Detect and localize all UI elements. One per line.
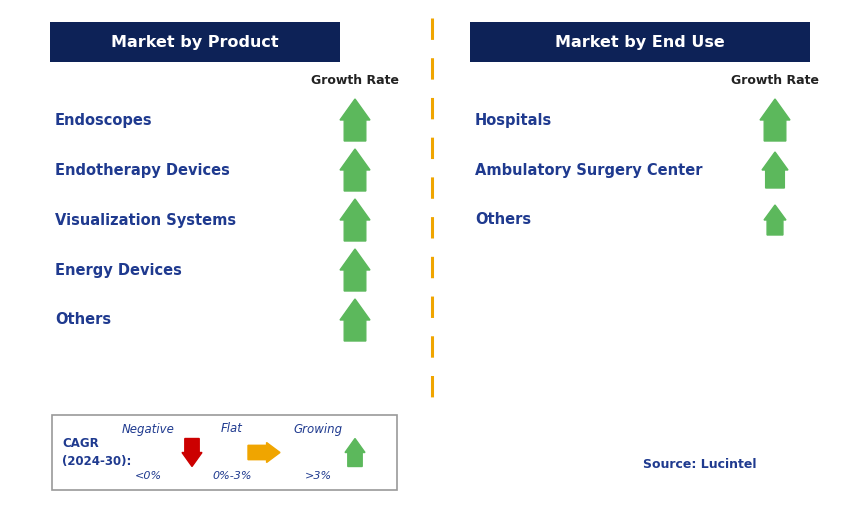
Polygon shape (340, 299, 370, 341)
Text: Visualization Systems: Visualization Systems (55, 212, 236, 227)
Text: Endotherapy Devices: Endotherapy Devices (55, 163, 230, 177)
Polygon shape (760, 99, 790, 141)
FancyBboxPatch shape (470, 22, 810, 62)
Text: Energy Devices: Energy Devices (55, 263, 182, 278)
FancyBboxPatch shape (50, 22, 340, 62)
Text: Market by End Use: Market by End Use (556, 34, 725, 49)
Polygon shape (182, 439, 202, 466)
Text: Growth Rate: Growth Rate (311, 73, 399, 87)
Text: Endoscopes: Endoscopes (55, 112, 153, 128)
Polygon shape (340, 249, 370, 291)
Text: Growing: Growing (294, 423, 342, 436)
Text: >3%: >3% (304, 471, 332, 481)
Text: 0%-3%: 0%-3% (213, 471, 251, 481)
Text: Negative: Negative (122, 423, 175, 436)
Text: <0%: <0% (135, 471, 162, 481)
Text: Source: Lucintel: Source: Lucintel (644, 459, 757, 471)
Text: Flat: Flat (221, 423, 243, 436)
FancyBboxPatch shape (52, 415, 397, 490)
Text: Growth Rate: Growth Rate (731, 73, 819, 87)
Text: Others: Others (55, 312, 111, 327)
Polygon shape (248, 443, 280, 463)
Text: CAGR: CAGR (62, 437, 98, 450)
Polygon shape (340, 99, 370, 141)
Text: Ambulatory Surgery Center: Ambulatory Surgery Center (475, 163, 702, 177)
Polygon shape (345, 439, 365, 466)
Polygon shape (340, 199, 370, 241)
Polygon shape (340, 149, 370, 191)
Text: Market by Product: Market by Product (111, 34, 279, 49)
Text: Others: Others (475, 212, 531, 227)
Text: (2024-30):: (2024-30): (62, 455, 131, 468)
Text: Hospitals: Hospitals (475, 112, 552, 128)
Polygon shape (762, 152, 788, 188)
Polygon shape (764, 205, 786, 235)
